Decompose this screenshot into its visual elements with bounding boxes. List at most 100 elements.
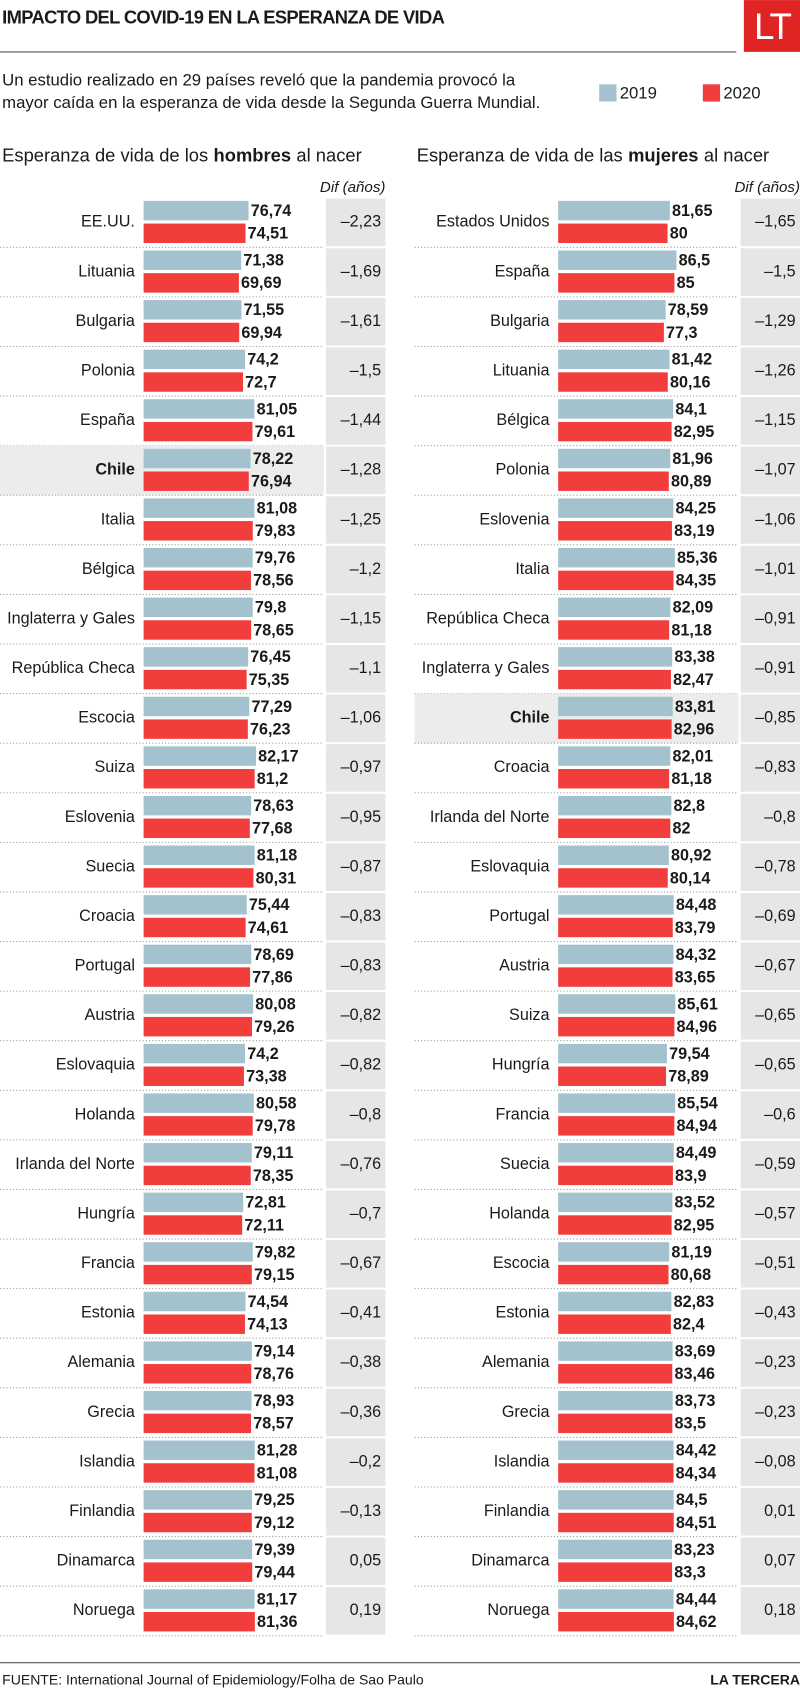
chart-title-part: hombres: [214, 144, 291, 165]
bar: [144, 994, 254, 1013]
country-label: Eslovenia: [479, 510, 549, 528]
bar: [558, 1540, 672, 1559]
bar: [144, 300, 242, 319]
subtitle-line: mayor caída en la esperanza de vida desd…: [2, 93, 540, 112]
country-label: Finlandia: [484, 1502, 550, 1520]
value-label: 80: [670, 225, 688, 243]
diff-value: –0,59: [755, 1155, 796, 1173]
bar: [558, 1513, 674, 1532]
bar: [558, 273, 674, 292]
value-label: 78,22: [253, 450, 294, 468]
value-label: 79,25: [254, 1491, 295, 1509]
bar: [144, 1265, 252, 1284]
diff-value: –1,5: [764, 262, 796, 280]
bar: [558, 201, 670, 220]
bar: [558, 548, 675, 567]
bar: [144, 746, 256, 765]
bar: [558, 250, 676, 269]
bar: [558, 1143, 674, 1162]
diff-value: –1,25: [341, 510, 382, 528]
bar: [144, 1215, 243, 1234]
country-label: Polonia: [81, 362, 135, 380]
value-label: 83,38: [674, 648, 715, 666]
value-label: 79,82: [255, 1243, 296, 1261]
bar: [558, 1116, 674, 1135]
diff-value: –1,61: [341, 312, 382, 330]
country-label: Escocia: [493, 1254, 550, 1272]
value-label: 79,12: [254, 1514, 295, 1532]
value-label: 81,42: [672, 351, 713, 369]
brand: LA TERCERA: [710, 1672, 800, 1688]
diff-value: –0,82: [341, 1056, 382, 1074]
diff-value: –1,65: [755, 213, 796, 231]
chart-title-part: mujeres: [628, 144, 698, 165]
country-label: Estonia: [496, 1304, 550, 1322]
value-label: 83,3: [674, 1563, 706, 1581]
diff-value: –1,26: [755, 362, 796, 380]
value-label: 71,38: [243, 252, 284, 270]
bar: [558, 796, 671, 815]
country-label: Alemania: [67, 1353, 135, 1371]
bar: [558, 1589, 673, 1608]
bar: [558, 1364, 672, 1383]
diff-value: 0,07: [764, 1552, 796, 1570]
value-label: 84,51: [676, 1514, 717, 1532]
bar: [558, 769, 669, 788]
bar: [558, 571, 673, 590]
chart-title-part: Esperanza de vida de los: [2, 144, 208, 165]
bar: [144, 796, 252, 815]
country-label: Eslovenia: [65, 808, 135, 826]
diff-value: –1,29: [755, 312, 796, 330]
diff-value: –0,83: [341, 907, 382, 925]
value-label: 84,96: [677, 1018, 718, 1036]
country-label: Eslovaquia: [56, 1056, 135, 1074]
bar: [558, 323, 664, 342]
bar: [558, 1562, 672, 1581]
bar: [558, 1341, 672, 1360]
diff-value: –0,43: [755, 1304, 796, 1322]
value-label: 84,42: [676, 1442, 717, 1460]
country-label: Croacia: [79, 907, 135, 925]
bar: [558, 697, 673, 716]
country-label: Islandia: [494, 1452, 550, 1470]
value-label: 76,23: [250, 721, 291, 739]
value-label: 84,49: [676, 1144, 717, 1162]
bar: [144, 1067, 244, 1086]
country-label: EE.UU.: [81, 213, 135, 231]
bar: [558, 1314, 671, 1333]
bar: [558, 1242, 669, 1261]
value-label: 78,93: [254, 1392, 295, 1410]
value-label: 78,76: [253, 1365, 294, 1383]
value-label: 81,05: [257, 400, 298, 418]
value-label: 83,19: [674, 522, 715, 540]
country-label: Grecia: [87, 1403, 135, 1421]
bar: [144, 1414, 251, 1433]
value-label: 84,44: [676, 1590, 717, 1608]
diff-value: –0,08: [755, 1452, 796, 1470]
value-label: 74,54: [248, 1293, 289, 1311]
value-label: 79,76: [255, 549, 296, 567]
legend-swatch: [599, 84, 616, 101]
country-label: Escocia: [78, 709, 135, 727]
bar: [144, 670, 247, 689]
bar: [144, 498, 255, 517]
bar: [144, 571, 251, 590]
value-label: 80,31: [256, 869, 297, 887]
value-label: 77,29: [251, 698, 292, 716]
value-label: 85,61: [677, 995, 718, 1013]
country-label: República Checa: [426, 609, 549, 627]
bar: [144, 1292, 246, 1311]
value-label: 83,9: [675, 1167, 707, 1185]
value-label: 82,47: [673, 671, 714, 689]
diff-header: Dif (años): [320, 179, 386, 196]
value-label: 78,56: [253, 572, 294, 590]
chart-title-part: al nacer: [704, 144, 769, 165]
country-label: Holanda: [75, 1105, 135, 1123]
value-label: 81,18: [671, 621, 712, 639]
diff-value: –0,67: [755, 957, 796, 975]
legend-swatch: [703, 84, 720, 101]
country-label: Alemania: [482, 1353, 550, 1371]
country-label: Lituania: [78, 262, 135, 280]
bar: [558, 399, 673, 418]
